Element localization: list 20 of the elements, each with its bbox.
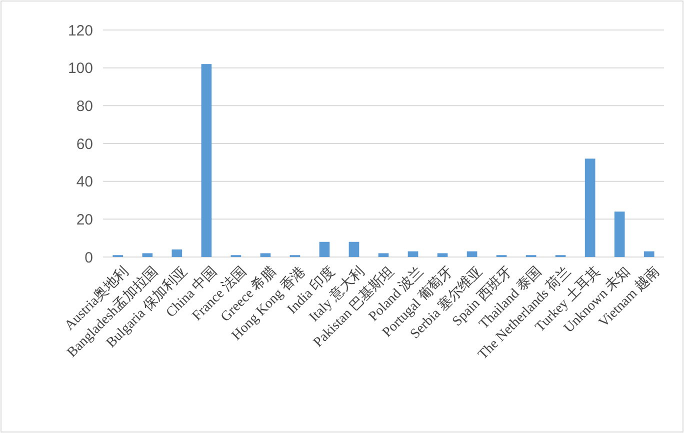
bar [260, 253, 271, 257]
bar [466, 251, 478, 257]
y-tick-label: 120 [68, 22, 93, 40]
y-tick-label: 20 [76, 211, 93, 228]
y-tick-label: 80 [76, 98, 93, 115]
bar [437, 253, 448, 257]
y-tick-label: 60 [76, 136, 93, 153]
bar [614, 212, 625, 257]
bar [644, 251, 654, 257]
bar [142, 253, 153, 257]
y-tick-label: 100 [68, 60, 93, 78]
bar [201, 64, 212, 257]
bar [319, 242, 330, 257]
bar [584, 158, 596, 257]
bar [172, 249, 182, 257]
y-tick-label: 0 [84, 249, 93, 266]
y-tick-label: 40 [76, 174, 93, 191]
bar [378, 253, 389, 257]
bar [348, 242, 360, 257]
bar [408, 251, 418, 257]
